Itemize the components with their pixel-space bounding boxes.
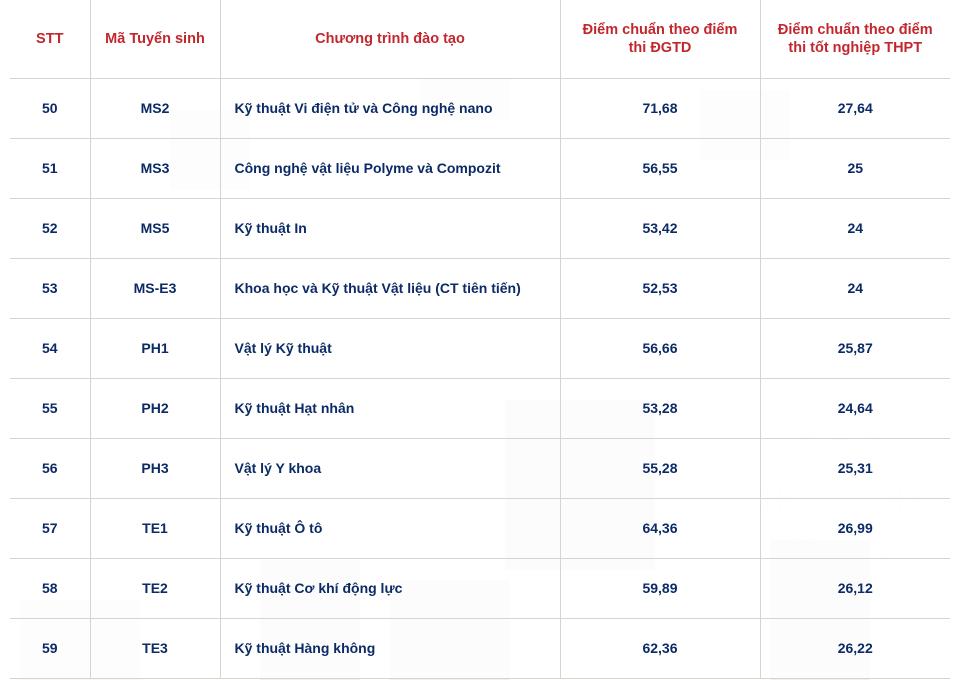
cell-admission-code: PH2	[90, 378, 220, 438]
col-header-thpt: Điểm chuẩn theo điểm thi tốt nghiệp THPT	[760, 0, 950, 78]
cell-score-thpt: 25,31	[760, 438, 950, 498]
cell-stt: 54	[10, 318, 90, 378]
cell-program-name: Kỹ thuật In	[220, 198, 560, 258]
cell-admission-code: TE2	[90, 558, 220, 618]
cell-score-dgtd: 53,42	[560, 198, 760, 258]
cell-score-thpt: 26,99	[760, 498, 950, 558]
cell-stt: 50	[10, 78, 90, 138]
cell-score-thpt: 24	[760, 198, 950, 258]
table-row: 54PH1Vật lý Kỹ thuật56,6625,87	[10, 318, 950, 378]
cell-score-thpt: 26,22	[760, 618, 950, 678]
table-row: 56PH3Vật lý Y khoa55,2825,31	[10, 438, 950, 498]
cell-score-dgtd: 59,89	[560, 558, 760, 618]
cell-program-name: Vật lý Y khoa	[220, 438, 560, 498]
cell-score-dgtd: 62,36	[560, 618, 760, 678]
cell-program-name: Kỹ thuật Cơ khí động lực	[220, 558, 560, 618]
table-header: STT Mã Tuyển sinh Chương trình đào tạo Đ…	[10, 0, 950, 78]
table-row: 58TE2Kỹ thuật Cơ khí động lực59,8926,12	[10, 558, 950, 618]
cell-score-thpt: 27,64	[760, 78, 950, 138]
cell-program-name: Vật lý Kỹ thuật	[220, 318, 560, 378]
col-header-code: Mã Tuyển sinh	[90, 0, 220, 78]
table-body: 50MS2Kỹ thuật Vi điện tử và Công nghệ na…	[10, 78, 950, 678]
table-row: 53MS-E3Khoa học và Kỹ thuật Vật liệu (CT…	[10, 258, 950, 318]
cell-stt: 57	[10, 498, 90, 558]
cell-program-name: Công nghệ vật liệu Polyme và Compozit	[220, 138, 560, 198]
cell-stt: 59	[10, 618, 90, 678]
cell-score-dgtd: 55,28	[560, 438, 760, 498]
table-row: 55PH2Kỹ thuật Hạt nhân53,2824,64	[10, 378, 950, 438]
admission-score-table: STT Mã Tuyển sinh Chương trình đào tạo Đ…	[10, 0, 950, 679]
table-row: 59TE3Kỹ thuật Hàng không62,3626,22	[10, 618, 950, 678]
cell-score-dgtd: 71,68	[560, 78, 760, 138]
cell-admission-code: MS5	[90, 198, 220, 258]
col-header-program: Chương trình đào tạo	[220, 0, 560, 78]
cell-stt: 58	[10, 558, 90, 618]
cell-stt: 51	[10, 138, 90, 198]
cell-stt: 53	[10, 258, 90, 318]
cell-stt: 52	[10, 198, 90, 258]
cell-program-name: Kỹ thuật Hạt nhân	[220, 378, 560, 438]
cell-score-dgtd: 56,55	[560, 138, 760, 198]
cell-program-name: Kỹ thuật Vi điện tử và Công nghệ nano	[220, 78, 560, 138]
cell-program-name: Kỹ thuật Ô tô	[220, 498, 560, 558]
table-row: 51MS3Công nghệ vật liệu Polyme và Compoz…	[10, 138, 950, 198]
cell-admission-code: TE1	[90, 498, 220, 558]
cell-admission-code: MS-E3	[90, 258, 220, 318]
cell-admission-code: PH1	[90, 318, 220, 378]
cell-admission-code: MS2	[90, 78, 220, 138]
cell-stt: 55	[10, 378, 90, 438]
col-header-stt: STT	[10, 0, 90, 78]
cell-score-dgtd: 64,36	[560, 498, 760, 558]
cell-admission-code: MS3	[90, 138, 220, 198]
cell-score-thpt: 24	[760, 258, 950, 318]
cell-program-name: Kỹ thuật Hàng không	[220, 618, 560, 678]
cell-program-name: Khoa học và Kỹ thuật Vật liệu (CT tiên t…	[220, 258, 560, 318]
cell-admission-code: TE3	[90, 618, 220, 678]
table-row: 50MS2Kỹ thuật Vi điện tử và Công nghệ na…	[10, 78, 950, 138]
cell-score-thpt: 26,12	[760, 558, 950, 618]
cell-score-thpt: 24,64	[760, 378, 950, 438]
cell-admission-code: PH3	[90, 438, 220, 498]
cell-score-dgtd: 56,66	[560, 318, 760, 378]
cell-score-thpt: 25	[760, 138, 950, 198]
cell-stt: 56	[10, 438, 90, 498]
table-row: 57TE1Kỹ thuật Ô tô64,3626,99	[10, 498, 950, 558]
cell-score-dgtd: 52,53	[560, 258, 760, 318]
col-header-dgtd: Điểm chuẩn theo điểm thi ĐGTD	[560, 0, 760, 78]
table-row: 52MS5Kỹ thuật In53,4224	[10, 198, 950, 258]
cell-score-dgtd: 53,28	[560, 378, 760, 438]
cell-score-thpt: 25,87	[760, 318, 950, 378]
